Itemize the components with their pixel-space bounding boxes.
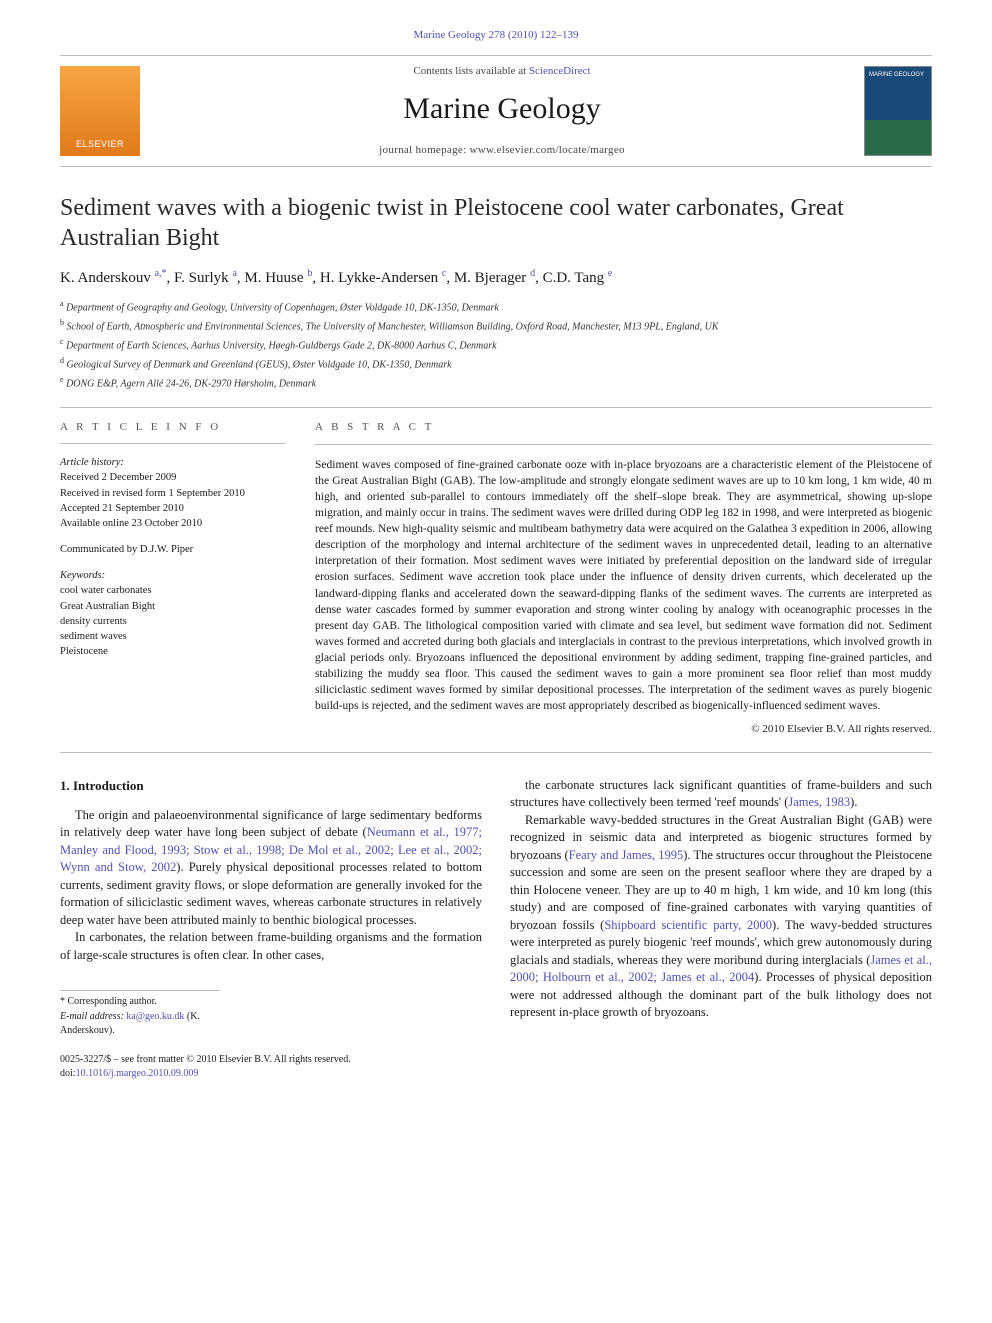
citation-link[interactable]: Neumann et al., 1977; Manley and Flood, … <box>60 825 482 874</box>
section-heading: 1. Introduction <box>60 777 482 795</box>
author: M. Bjerager d <box>454 270 535 286</box>
keyword: density currents <box>60 615 285 629</box>
author: C.D. Tang e <box>543 270 613 286</box>
journal-name: Marine Geology <box>140 89 864 130</box>
body-paragraph: the carbonate structures lack significan… <box>510 777 932 812</box>
homepage-url: www.elsevier.com/locate/margeo <box>470 144 625 156</box>
keyword: Great Australian Bight <box>60 600 285 614</box>
author-list: K. Anderskouv a,*, F. Surlyk a, M. Huuse… <box>60 267 932 288</box>
homepage-line: journal homepage: www.elsevier.com/locat… <box>140 143 864 158</box>
volume-pages: 278 (2010) 122–139 <box>489 29 579 41</box>
footnotes: * Corresponding author. E-mail address: … <box>60 990 220 1038</box>
divider <box>60 443 285 444</box>
body-paragraph: Remarkable wavy-bedded structures in the… <box>510 812 932 1022</box>
history-line: Accepted 21 September 2010 <box>60 502 285 516</box>
divider <box>315 444 932 445</box>
main-body: 1. Introduction The origin and palaeoenv… <box>60 777 932 1040</box>
contents-prefix: Contents lists available at <box>413 65 528 77</box>
history-line: Received in revised form 1 September 201… <box>60 487 285 501</box>
history-line: Received 2 December 2009 <box>60 471 285 485</box>
left-column: 1. Introduction The origin and palaeoenv… <box>60 777 482 1040</box>
elsevier-logo: ELSEVIER <box>60 66 140 156</box>
journal-cover-thumbnail: MARINE GEOLOGY <box>864 66 932 156</box>
abstract-copyright: © 2010 Elsevier B.V. All rights reserved… <box>315 722 932 737</box>
doi-line: doi:10.1016/j.margeo.2010.09.009 <box>60 1067 932 1081</box>
abstract-column: A B S T R A C T Sediment waves composed … <box>315 420 932 737</box>
citation-link[interactable]: Shipboard scientific party, 2000 <box>604 918 772 932</box>
homepage-prefix: journal homepage: <box>379 144 469 156</box>
keyword: cool water carbonates <box>60 584 285 598</box>
keywords-label: Keywords: <box>60 569 285 583</box>
cover-text: MARINE GEOLOGY <box>869 72 924 78</box>
keywords-block: Keywords: cool water carbonates Great Aus… <box>60 569 285 659</box>
article-info-column: A R T I C L E I N F O Article history: R… <box>60 420 285 737</box>
author: K. Anderskouv a,* <box>60 270 167 286</box>
keyword: sediment waves <box>60 630 285 644</box>
affiliation: a Department of Geography and Geology, U… <box>60 298 932 316</box>
history-line: Available online 23 October 2010 <box>60 517 285 531</box>
doi-link[interactable]: 10.1016/j.margeo.2010.09.009 <box>76 1068 199 1079</box>
front-matter-line: 0025-3227/$ – see front matter © 2010 El… <box>60 1053 932 1067</box>
article-title: Sediment waves with a biogenic twist in … <box>60 193 932 253</box>
journal-link[interactable]: Marine Geology <box>414 29 486 41</box>
divider <box>60 752 932 753</box>
article-history: Article history: Received 2 December 200… <box>60 456 285 531</box>
communicated-by: Communicated by D.J.W. Piper <box>60 543 285 557</box>
page-footer: 0025-3227/$ – see front matter © 2010 El… <box>60 1053 932 1080</box>
citation-link[interactable]: Feary and James, 1995 <box>569 848 684 862</box>
email-row: E-mail address: ka@geo.ku.dk (K. Andersk… <box>60 1010 220 1038</box>
publisher-logo-text: ELSEVIER <box>76 138 124 150</box>
author: M. Huuse b <box>244 270 312 286</box>
affiliation: e DONG E&P, Agern Allé 24-26, DK-2970 Hø… <box>60 374 932 392</box>
sciencedirect-link[interactable]: ScienceDirect <box>529 65 591 77</box>
abstract-body: Sediment waves composed of fine-grained … <box>315 457 932 715</box>
author: H. Lykke-Andersen c <box>320 270 447 286</box>
keyword: Pleistocene <box>60 645 285 659</box>
article-info-heading: A R T I C L E I N F O <box>60 420 285 435</box>
masthead-center: Contents lists available at ScienceDirec… <box>140 64 864 158</box>
affiliation-list: a Department of Geography and Geology, U… <box>60 298 932 391</box>
affiliation: c Department of Earth Sciences, Aarhus U… <box>60 336 932 354</box>
body-paragraph: In carbonates, the relation between fram… <box>60 929 482 964</box>
email-label: E-mail address: <box>60 1011 124 1022</box>
body-paragraph: The origin and palaeoenvironmental signi… <box>60 807 482 930</box>
history-label: Article history: <box>60 456 285 470</box>
right-column: the carbonate structures lack significan… <box>510 777 932 1040</box>
masthead: ELSEVIER Contents lists available at Sci… <box>60 55 932 167</box>
citation-link[interactable]: James et al., 2000; Holbourn et al., 200… <box>510 953 932 985</box>
citation-link[interactable]: James, 1983 <box>788 795 850 809</box>
affiliation: b School of Earth, Atmospheric and Envir… <box>60 317 932 335</box>
info-abstract-row: A R T I C L E I N F O Article history: R… <box>60 420 932 737</box>
affiliation: d Geological Survey of Denmark and Green… <box>60 355 932 373</box>
abstract-heading: A B S T R A C T <box>315 420 932 435</box>
divider <box>60 407 932 408</box>
corresponding-author-note: * Corresponding author. <box>60 995 220 1009</box>
corresponding-email-link[interactable]: ka@geo.ku.dk <box>126 1011 184 1022</box>
top-citation-link[interactable]: Marine Geology 278 (2010) 122–139 <box>60 28 932 43</box>
contents-line: Contents lists available at ScienceDirec… <box>140 64 864 79</box>
author: F. Surlyk a <box>174 270 237 286</box>
